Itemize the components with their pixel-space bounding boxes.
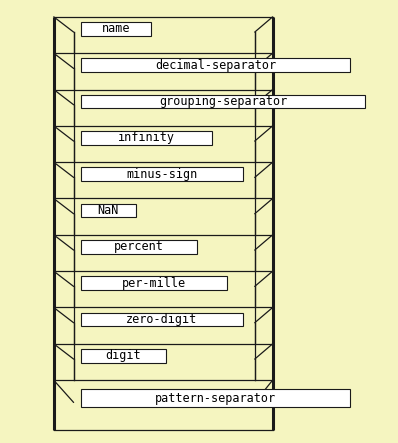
Text: zero-digit: zero-digit	[126, 313, 197, 326]
FancyBboxPatch shape	[81, 167, 243, 181]
FancyBboxPatch shape	[81, 389, 350, 408]
FancyBboxPatch shape	[81, 240, 197, 254]
Text: name: name	[101, 22, 130, 35]
FancyBboxPatch shape	[81, 95, 365, 109]
FancyBboxPatch shape	[81, 349, 166, 363]
FancyBboxPatch shape	[81, 204, 135, 218]
Text: minus-sign: minus-sign	[126, 167, 197, 181]
Text: NaN: NaN	[98, 204, 119, 217]
FancyBboxPatch shape	[81, 22, 151, 36]
Text: pattern-separator: pattern-separator	[155, 392, 276, 404]
Text: decimal-separator: decimal-separator	[155, 58, 276, 72]
FancyBboxPatch shape	[81, 131, 212, 145]
FancyBboxPatch shape	[81, 313, 243, 326]
Text: grouping-separator: grouping-separator	[159, 95, 287, 108]
FancyBboxPatch shape	[81, 276, 228, 290]
Text: per-mille: per-mille	[122, 277, 186, 290]
Text: infinity: infinity	[118, 131, 175, 144]
Text: digit: digit	[105, 350, 141, 362]
FancyBboxPatch shape	[81, 58, 350, 72]
Text: percent: percent	[114, 240, 164, 253]
